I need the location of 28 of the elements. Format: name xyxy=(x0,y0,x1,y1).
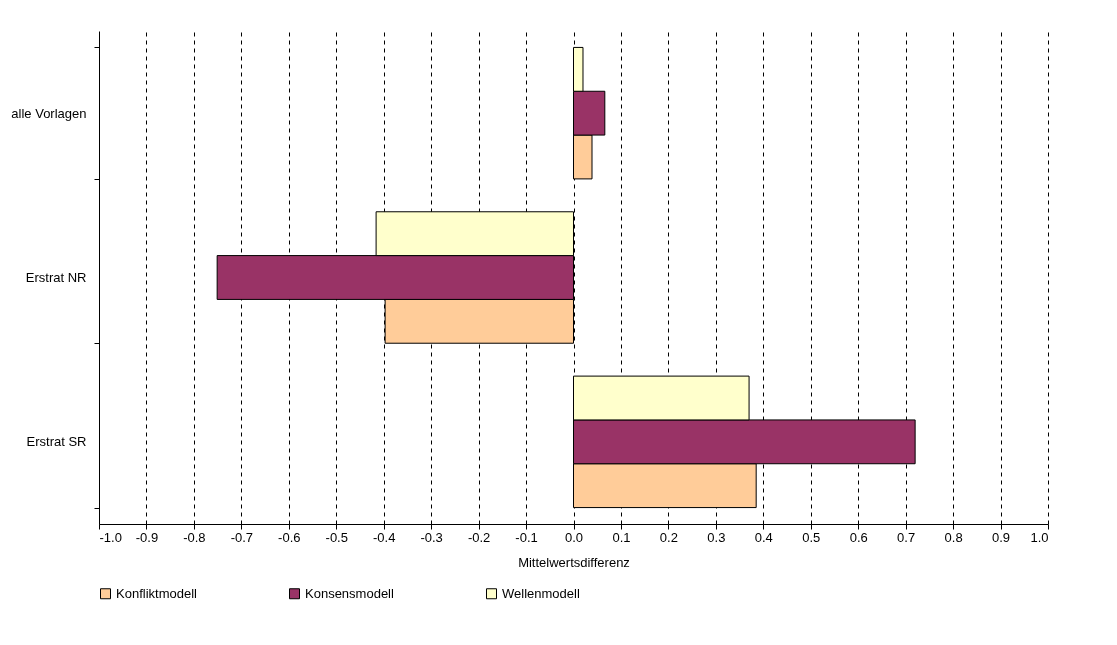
x-tick-label: 0.9 xyxy=(992,529,1011,545)
x-tick-label: 0.5 xyxy=(802,529,821,545)
x-tick-label: 1.0 xyxy=(1030,529,1049,545)
x-tick-label: 0.8 xyxy=(944,529,963,545)
legend-label: Wellenmodell xyxy=(502,585,580,601)
x-tick-label: -0.6 xyxy=(278,529,301,545)
legend-label: Konsensmodell xyxy=(305,585,394,601)
x-tick-label: -0.9 xyxy=(135,529,159,545)
x-tick-label: -1.0 xyxy=(99,529,122,545)
x-tick-label: 0.3 xyxy=(707,529,726,545)
x-axis-title: Mittelwertsdifferenz xyxy=(518,554,630,570)
y-tick-label: Erstrat SR xyxy=(26,434,87,450)
x-tick-label: 0.1 xyxy=(612,529,631,545)
x-tick-label: 0.7 xyxy=(897,529,916,545)
y-tick-label: Erstrat NR xyxy=(25,270,87,285)
y-tick-label: alle Vorlagen xyxy=(11,105,87,121)
x-tick-label: 0.4 xyxy=(754,529,773,545)
x-tick-label: 0.2 xyxy=(659,529,678,545)
x-tick-label: 0.6 xyxy=(849,529,868,545)
x-tick-label: -0.7 xyxy=(230,529,254,545)
x-tick-label: -0.5 xyxy=(325,529,348,545)
x-tick-label: -0.1 xyxy=(515,529,538,545)
x-tick-label: -0.3 xyxy=(420,529,443,545)
x-tick-label: 0.0 xyxy=(564,529,584,545)
x-tick-label: -0.2 xyxy=(467,529,491,545)
x-tick-label: -0.4 xyxy=(373,529,396,545)
legend-label: Konfliktmodell xyxy=(116,585,198,601)
x-tick-label: -0.8 xyxy=(183,529,206,545)
